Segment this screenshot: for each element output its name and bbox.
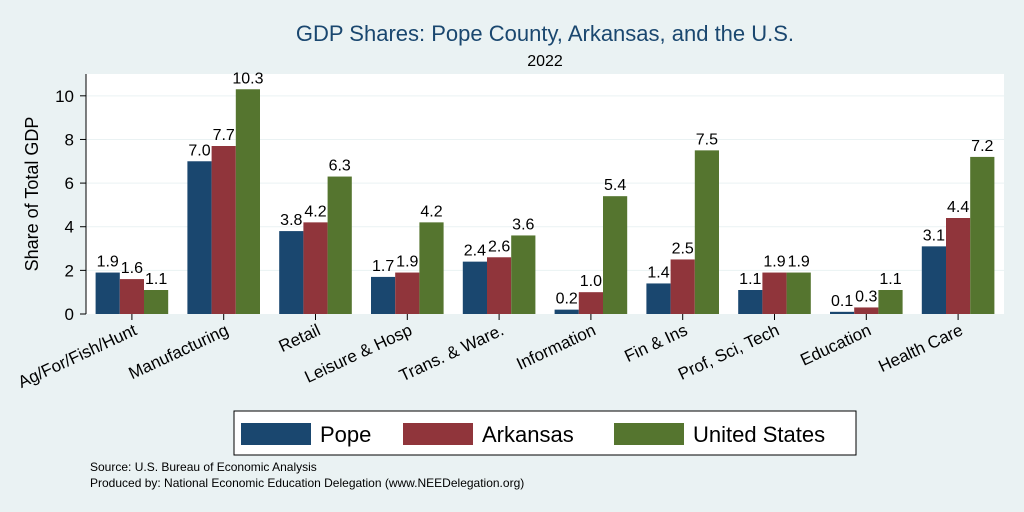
y-axis-label: Share of Total GDP <box>22 117 42 272</box>
bar-pope-retail <box>279 231 304 314</box>
bar-arkansas-ag-for-fish-hunt <box>119 279 144 314</box>
y-tick-label: 0 <box>65 305 74 324</box>
bar-pope-information <box>554 309 579 314</box>
x-tick-label-manufacturing: Manufacturing <box>126 320 232 383</box>
data-label-united-states-trans-ware: 3.6 <box>512 216 534 233</box>
data-label-united-states-information: 5.4 <box>604 177 626 194</box>
data-label-pope-trans-ware: 2.4 <box>464 243 486 260</box>
source-note: Source: U.S. Bureau of Economic Analysis <box>90 460 317 474</box>
data-label-pope-leisure-hosp: 1.7 <box>372 258 394 275</box>
bar-pope-ag-for-fish-hunt <box>95 272 120 314</box>
bar-pope-fin-ins <box>646 283 671 314</box>
legend-swatch-united-states <box>614 423 684 445</box>
chart-title: GDP Shares: Pope County, Arkansas, and t… <box>296 21 794 46</box>
y-tick-label: 8 <box>65 130 74 149</box>
y-tick-label: 6 <box>65 174 74 193</box>
bar-united-states-prof-sci-tech <box>786 272 811 314</box>
data-label-united-states-retail: 6.3 <box>329 158 351 175</box>
bar-united-states-ag-for-fish-hunt <box>144 290 169 314</box>
data-label-pope-retail: 3.8 <box>280 212 302 229</box>
data-label-arkansas-prof-sci-tech: 1.9 <box>763 254 785 271</box>
bar-arkansas-retail <box>303 222 328 314</box>
bar-pope-manufacturing <box>187 161 212 314</box>
bars-group <box>95 89 995 315</box>
legend-label-pope: Pope <box>320 422 371 447</box>
x-tick-label-fin-ins: Fin & Ins <box>622 320 691 366</box>
bar-pope-trans-ware <box>462 261 487 314</box>
legend-swatch-pope <box>241 423 311 445</box>
bar-united-states-education <box>878 290 903 314</box>
bar-united-states-trans-ware <box>511 235 536 314</box>
bar-pope-prof-sci-tech <box>738 290 763 314</box>
bar-arkansas-trans-ware <box>487 257 512 314</box>
bar-united-states-leisure-hosp <box>419 222 444 314</box>
data-label-pope-information: 0.2 <box>556 291 578 308</box>
bar-pope-health-care <box>921 246 946 314</box>
data-label-arkansas-manufacturing: 7.7 <box>213 127 235 144</box>
data-label-pope-education: 0.1 <box>831 293 853 310</box>
data-label-united-states-fin-ins: 7.5 <box>696 131 718 148</box>
data-label-arkansas-information: 1.0 <box>580 273 602 290</box>
data-label-united-states-manufacturing: 10.3 <box>232 70 263 87</box>
bar-arkansas-leisure-hosp <box>395 272 420 314</box>
data-label-arkansas-fin-ins: 2.5 <box>672 240 694 257</box>
bar-united-states-manufacturing <box>235 89 260 315</box>
x-tick-label-education: Education <box>797 320 874 369</box>
x-tick-label-health-care: Health Care <box>876 320 966 376</box>
bar-united-states-health-care <box>970 156 995 314</box>
produced-by-note: Produced by: National Economic Education… <box>90 476 524 490</box>
data-label-united-states-leisure-hosp: 4.2 <box>420 203 442 220</box>
data-labels-group: 1.9 1.61.17.07.710.33.84.26.31.7 1.94.22.4… <box>97 70 994 310</box>
bar-united-states-retail <box>327 176 352 314</box>
data-label-arkansas-trans-ware: 2.6 <box>488 238 510 255</box>
bar-arkansas-prof-sci-tech <box>762 272 787 314</box>
legend-swatch-arkansas <box>403 423 473 445</box>
x-tick-label-retail: Retail <box>276 320 323 356</box>
data-label-arkansas-retail: 4.2 <box>304 203 326 220</box>
chart-subtitle: 2022 <box>527 53 563 70</box>
data-label-united-states-prof-sci-tech: 1.9 <box>788 254 810 271</box>
data-label-pope-prof-sci-tech: 1.1 <box>739 271 761 288</box>
bar-united-states-fin-ins <box>694 150 719 314</box>
legend-label-united-states: United States <box>693 422 825 447</box>
bar-pope-education <box>830 311 855 314</box>
bar-united-states-information <box>603 196 628 314</box>
data-label-pope-ag-for-fish-hunt: 1.9 <box>97 254 119 271</box>
data-label-arkansas-ag-for-fish-hunt: 1.6 <box>121 260 143 277</box>
bar-arkansas-health-care <box>946 218 971 314</box>
bar-pope-leisure-hosp <box>371 276 396 314</box>
data-label-united-states-ag-for-fish-hunt: 1.1 <box>145 271 167 288</box>
y-tick-label: 4 <box>65 218 74 237</box>
x-tick-label-prof-sci-tech: Prof, Sci, Tech <box>675 320 782 383</box>
data-label-united-states-health-care: 7.2 <box>971 138 993 155</box>
bar-arkansas-manufacturing <box>211 146 236 314</box>
bar-arkansas-information <box>578 292 603 314</box>
bar-arkansas-education <box>854 307 879 314</box>
data-label-pope-manufacturing: 7.0 <box>188 142 210 159</box>
x-tick-label-ag-for-fish-hunt: Ag/For/Fish/Hunt <box>15 320 140 392</box>
y-ticks-group: 0 2 4 6 8 10 <box>55 87 86 324</box>
x-tick-label-trans-ware: Trans. & Ware. <box>396 320 506 385</box>
data-label-arkansas-health-care: 4.4 <box>947 199 969 216</box>
data-label-pope-health-care: 3.1 <box>923 227 945 244</box>
data-label-pope-fin-ins: 1.4 <box>647 264 669 281</box>
data-label-arkansas-leisure-hosp: 1.9 <box>396 254 418 271</box>
y-tick-label: 2 <box>65 261 74 280</box>
bar-arkansas-fin-ins <box>670 259 695 314</box>
legend-box <box>233 410 857 456</box>
x-tick-label-information: Information <box>513 320 598 373</box>
data-label-arkansas-education: 0.3 <box>855 288 877 305</box>
y-tick-label: 10 <box>55 87 74 106</box>
legend-label-arkansas: Arkansas <box>482 422 574 447</box>
legend: Pope Arkansas United States <box>233 410 857 456</box>
data-label-united-states-education: 1.1 <box>879 271 901 288</box>
